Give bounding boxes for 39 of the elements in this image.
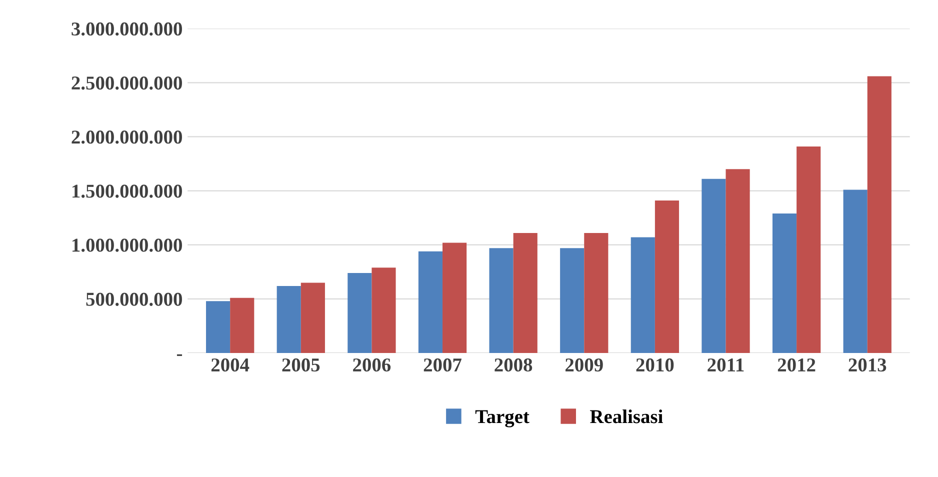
y-tick-label: 1.500.000.000 [72, 184, 182, 198]
bar [867, 76, 892, 353]
x-tick-label: 2005 [282, 358, 320, 372]
bar [630, 237, 655, 353]
legend-label: Target [475, 410, 530, 428]
y-tick-label: 2.000.000.000 [72, 130, 182, 144]
y-tick-label: 2.500.000.000 [72, 76, 182, 90]
bar [702, 178, 726, 353]
x-tick-label: 2010 [636, 358, 674, 372]
bar [418, 251, 443, 353]
bar [300, 282, 325, 353]
bar [843, 190, 868, 353]
bar [489, 248, 514, 353]
x-tick-label: 2008 [494, 358, 532, 372]
bar [276, 286, 301, 353]
bar [442, 242, 467, 353]
bar [726, 169, 750, 353]
bar [772, 214, 797, 353]
bar [206, 301, 230, 353]
bar [372, 268, 396, 353]
bar [584, 232, 608, 353]
y-tick-label: 1.000.000.000 [72, 238, 182, 252]
bar [230, 298, 254, 353]
x-tick-label: 2009 [566, 358, 603, 372]
x-tick-label: 2011 [708, 358, 744, 372]
bar [654, 200, 680, 353]
y-tick-label: - [176, 354, 182, 356]
x-tick-label: 2006 [353, 358, 391, 372]
x-tick-label: 2004 [211, 358, 250, 372]
bar [513, 232, 538, 353]
x-tick-label: 2007 [424, 358, 462, 372]
bar [796, 146, 821, 353]
y-tick-label: 3.000.000.000 [72, 22, 182, 36]
legend-label: Realisasi [590, 410, 663, 424]
bar [560, 248, 584, 353]
bar [348, 272, 372, 353]
x-tick-label: 2013 [848, 358, 886, 372]
x-tick-label: 2012 [778, 358, 816, 372]
y-tick-label: 500.000.000 [86, 292, 182, 306]
